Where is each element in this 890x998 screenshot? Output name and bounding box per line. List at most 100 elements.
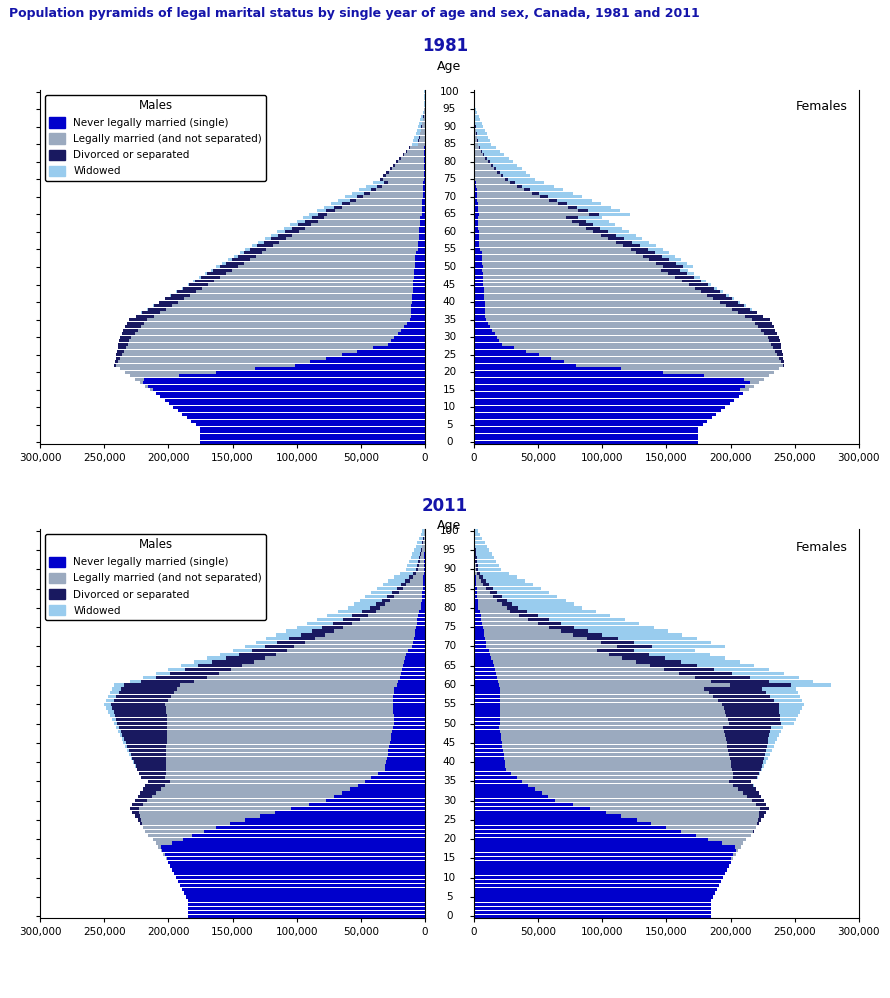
Bar <box>170 672 219 675</box>
Bar <box>413 572 416 575</box>
Bar <box>417 248 425 250</box>
Bar <box>770 730 781 733</box>
Bar <box>473 217 478 220</box>
Bar <box>473 283 483 286</box>
Bar <box>483 276 675 279</box>
Bar <box>473 307 485 310</box>
Bar <box>730 684 790 687</box>
Bar <box>473 768 506 771</box>
Bar <box>400 676 425 679</box>
Bar <box>393 711 425 714</box>
Bar <box>723 703 779 706</box>
Bar <box>418 568 425 571</box>
Bar <box>177 290 196 293</box>
Bar <box>422 595 425 598</box>
Bar <box>724 730 770 733</box>
Bar <box>666 826 756 829</box>
Bar <box>228 258 231 261</box>
Bar <box>166 772 377 775</box>
Bar <box>473 332 495 335</box>
Bar <box>252 245 257 248</box>
Bar <box>357 199 423 202</box>
Bar <box>160 395 425 398</box>
Bar <box>350 787 425 790</box>
Text: 0: 0 <box>446 437 453 447</box>
Bar <box>473 392 743 395</box>
Bar <box>477 136 488 139</box>
Bar <box>148 385 425 387</box>
Bar <box>166 307 411 310</box>
Bar <box>419 139 425 142</box>
Bar <box>423 122 425 125</box>
Bar <box>166 752 387 756</box>
Bar <box>136 314 154 317</box>
Bar <box>219 672 400 675</box>
Bar <box>421 552 425 556</box>
Bar <box>392 591 399 594</box>
Bar <box>419 537 423 540</box>
Bar <box>480 245 623 248</box>
Bar <box>481 251 636 254</box>
Bar <box>156 841 172 844</box>
Bar <box>120 367 255 370</box>
Bar <box>127 321 144 324</box>
Bar <box>502 746 727 748</box>
Bar <box>482 272 668 275</box>
Bar <box>415 634 425 637</box>
Bar <box>473 220 478 223</box>
Bar <box>473 738 501 741</box>
Bar <box>618 637 697 641</box>
Bar <box>608 238 624 241</box>
Bar <box>342 353 425 356</box>
Bar <box>770 695 800 699</box>
Bar <box>166 746 389 748</box>
Bar <box>488 161 490 164</box>
Bar <box>478 217 566 220</box>
Bar <box>473 715 500 718</box>
Bar <box>380 607 421 610</box>
Bar <box>409 576 413 579</box>
Bar <box>473 845 735 848</box>
Bar <box>473 210 478 213</box>
Bar <box>377 772 425 775</box>
Bar <box>182 664 198 668</box>
Bar <box>279 241 418 244</box>
Bar <box>476 549 490 552</box>
Bar <box>483 283 689 286</box>
Bar <box>125 742 166 745</box>
Bar <box>473 342 502 345</box>
Bar <box>698 664 755 668</box>
Bar <box>154 314 410 317</box>
Text: 75: 75 <box>443 175 456 185</box>
Bar <box>475 556 477 560</box>
Bar <box>352 614 368 618</box>
Bar <box>473 245 480 248</box>
Bar <box>423 199 425 202</box>
Bar <box>473 430 699 433</box>
Bar <box>473 860 731 864</box>
Bar <box>176 876 425 879</box>
Bar <box>135 764 166 767</box>
Bar <box>253 649 287 652</box>
Bar <box>376 603 384 606</box>
Bar <box>232 649 253 652</box>
Bar <box>285 231 299 234</box>
Bar <box>676 261 687 264</box>
Bar <box>166 715 393 718</box>
Text: 100: 100 <box>440 87 459 97</box>
Bar <box>473 841 722 844</box>
Bar <box>669 258 681 261</box>
Bar <box>732 297 734 300</box>
Bar <box>144 321 407 324</box>
Bar <box>180 684 397 687</box>
Bar <box>343 791 425 794</box>
Bar <box>484 634 573 637</box>
Bar <box>412 293 425 296</box>
Bar <box>488 321 755 324</box>
Bar <box>567 203 602 206</box>
Bar <box>473 265 482 268</box>
Bar <box>478 568 501 571</box>
Bar <box>744 377 764 380</box>
Bar <box>357 349 425 352</box>
Text: 65: 65 <box>443 210 456 220</box>
